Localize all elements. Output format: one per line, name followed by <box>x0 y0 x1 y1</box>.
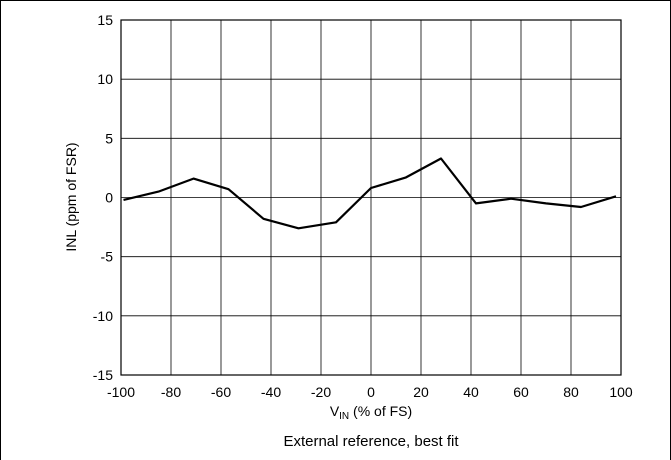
x-axis-label: VIN (% of FS) <box>330 403 412 422</box>
grid-lines <box>120 19 622 376</box>
x-tick-label: 0 <box>367 384 375 400</box>
x-tick-label: -40 <box>261 384 281 400</box>
chart-caption: External reference, best fit <box>283 433 459 450</box>
data-series <box>123 157 617 230</box>
x-tick-labels: -100 -80 -60 -40 -20 0 20 40 60 80 100 <box>107 384 633 400</box>
x-tick-label: -100 <box>107 384 135 400</box>
inl-series-line <box>123 157 617 230</box>
x-tick-label: -20 <box>311 384 331 400</box>
y-axis-label: INL (ppm of FSR) <box>63 142 79 251</box>
x-axis-label-rest: (% of FS) <box>349 403 412 419</box>
y-tick-label: -5 <box>101 249 114 265</box>
plot-area <box>120 19 622 376</box>
x-tick-label: 60 <box>513 384 529 400</box>
x-tick-label: -60 <box>211 384 231 400</box>
y-tick-label: 0 <box>105 190 113 206</box>
x-tick-label: 100 <box>609 384 633 400</box>
x-axis-label-main: V <box>330 403 340 419</box>
y-tick-label: -15 <box>93 367 113 383</box>
y-tick-label: 5 <box>105 130 113 146</box>
x-tick-label: 40 <box>463 384 479 400</box>
x-tick-label: 20 <box>413 384 429 400</box>
x-axis-label-subscript: IN <box>339 411 349 422</box>
y-tick-label: -10 <box>93 308 113 324</box>
y-tick-labels: -15 -10 -5 0 5 10 15 <box>93 12 113 383</box>
x-tick-label: -80 <box>161 384 181 400</box>
y-tick-label: 15 <box>97 12 113 28</box>
x-tick-label: 80 <box>563 384 579 400</box>
y-tick-label: 10 <box>97 71 113 87</box>
